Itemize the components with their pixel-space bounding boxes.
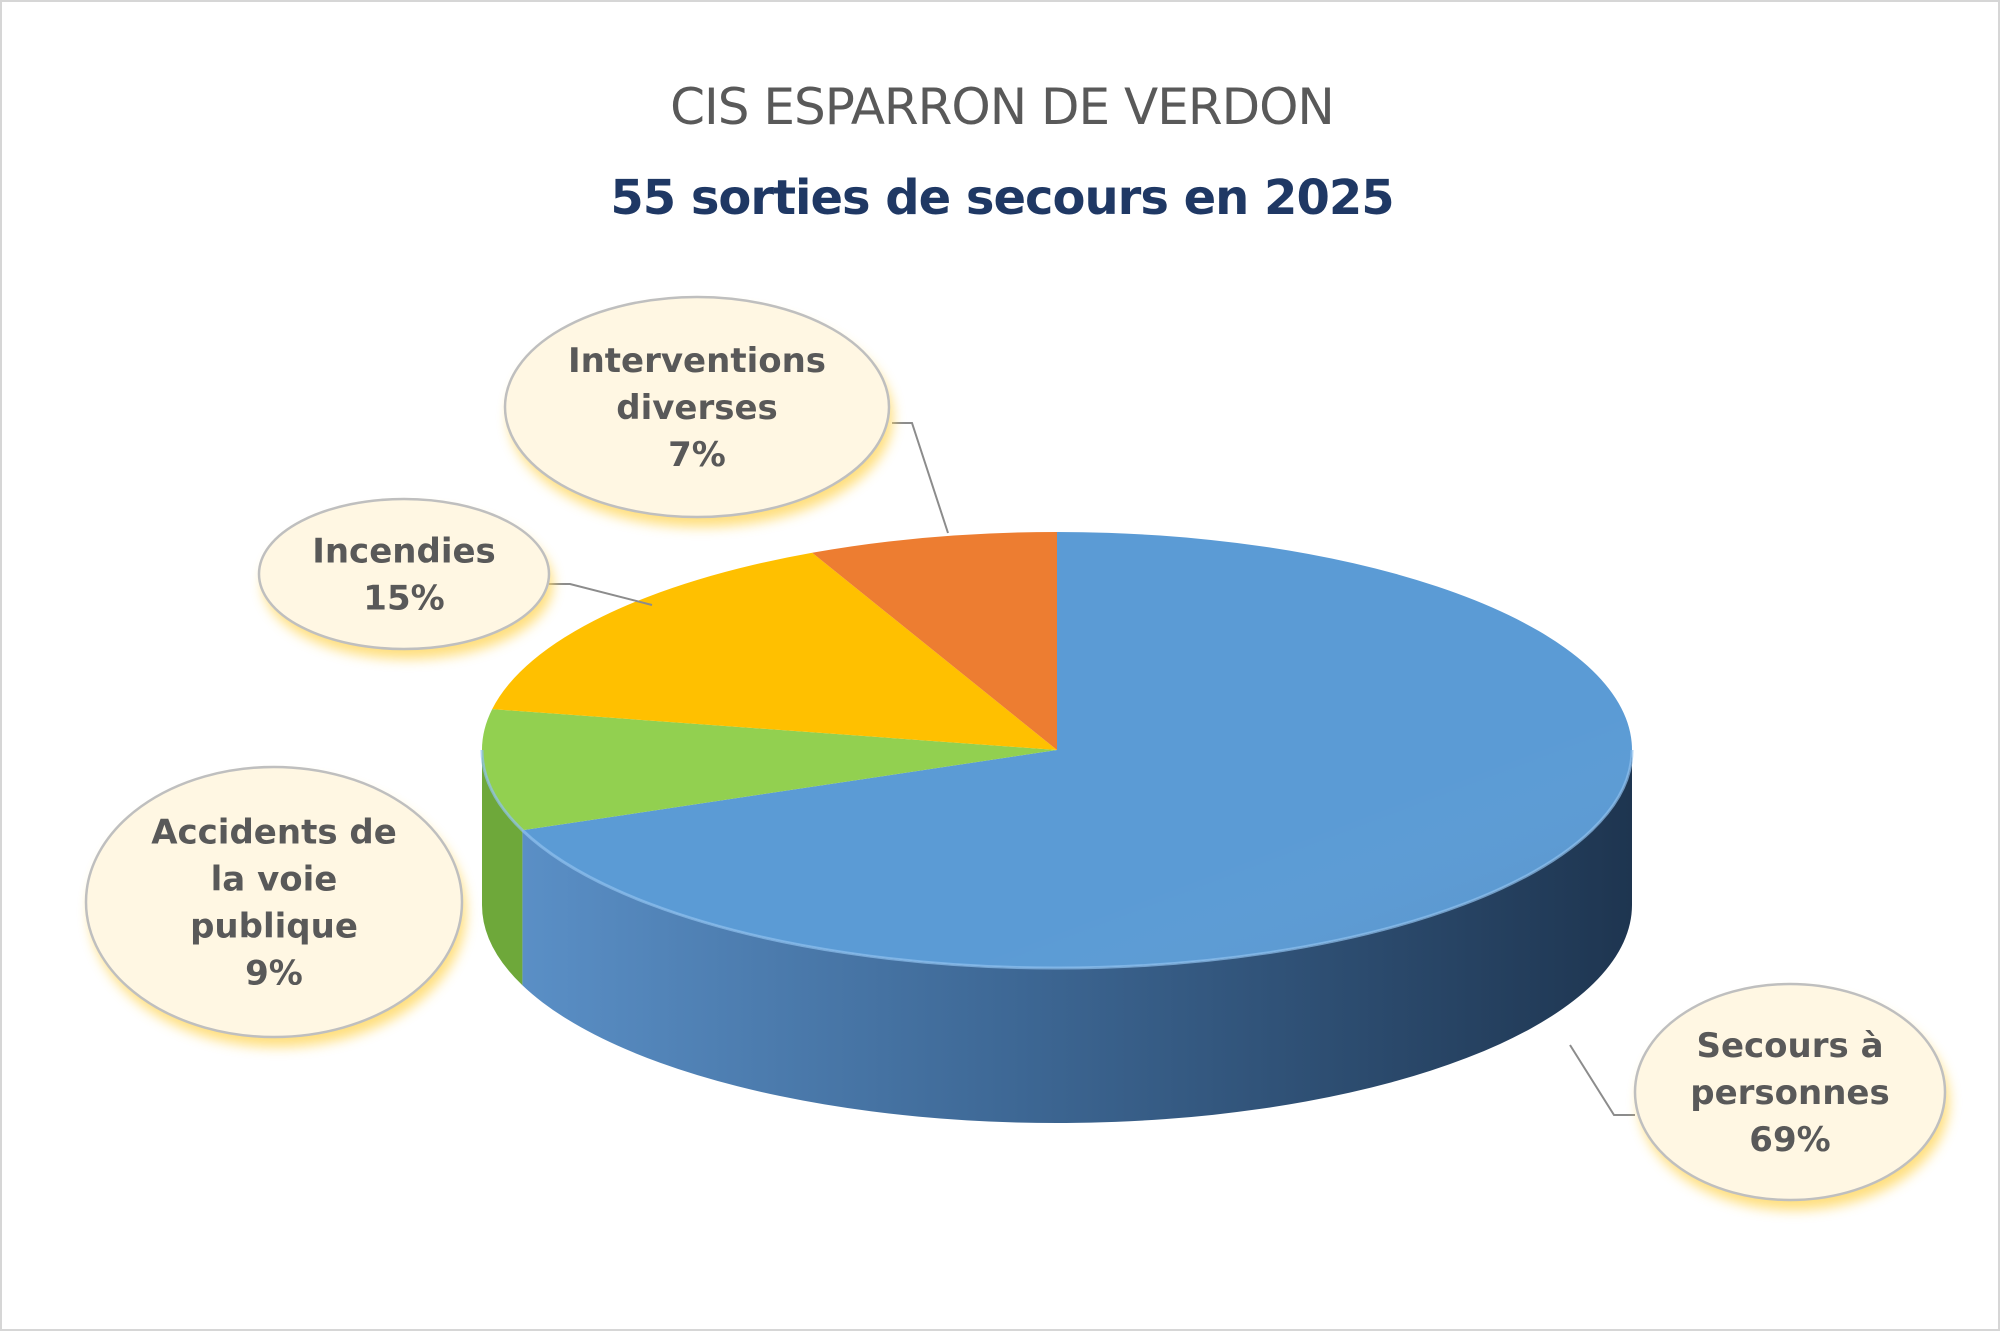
- slice-value-label-3: 7%: [668, 435, 726, 475]
- leader-lines: [549, 422, 1635, 1116]
- callout-3: Interventions diverses 7%: [503, 295, 893, 527]
- callout-2: Incendies 15%: [257, 497, 553, 659]
- slice-label-1-line-1: la voie: [211, 860, 338, 900]
- slice-value-label-2: 15%: [363, 579, 444, 619]
- slice-label-2-line-0: Incendies: [312, 532, 496, 572]
- pie-rim-highlight: [480, 749, 1634, 970]
- callout-bubble-3: [503, 295, 891, 519]
- slice-label-1-line-2: publique: [190, 907, 358, 947]
- callout-group: Secours à personnes 69% Accidents de la voie…: [84, 295, 1949, 1210]
- callout-bubble-0: [1633, 982, 1947, 1202]
- pie-slice-side-1: [482, 750, 523, 986]
- slice-label-0-line-0: Secours à: [1696, 1026, 1883, 1066]
- pie-top-shade: [482, 532, 1632, 968]
- leader-line-2: [549, 583, 653, 606]
- slice-label-3-line-1: diverses: [616, 388, 778, 428]
- slice-value-label-0: 69%: [1749, 1120, 1830, 1160]
- slice-value-label-1: 9%: [245, 954, 303, 994]
- slice-label-0-line-1: personnes: [1690, 1073, 1889, 1113]
- pie-side-group: [482, 750, 1633, 1123]
- callout-1: Accidents de la voie publique 9%: [84, 765, 466, 1047]
- callout-0: Secours à personnes 69%: [1633, 982, 1949, 1210]
- chart-title: CIS ESPARRON DE VERDON: [670, 78, 1334, 136]
- slice-label-3-line-0: Interventions: [568, 341, 826, 381]
- pie-top-group: [480, 532, 1634, 970]
- callout-bubble-1: [84, 765, 464, 1039]
- leader-line-3: [892, 422, 949, 534]
- pie-slice-side-0: [522, 750, 1633, 1123]
- slice-label-1-line-0: Accidents de: [151, 813, 397, 853]
- chart-subtitle: 55 sorties de secours en 2025: [610, 170, 1393, 226]
- callout-bubble-2: [257, 497, 551, 651]
- leader-line-0: [1569, 1044, 1635, 1116]
